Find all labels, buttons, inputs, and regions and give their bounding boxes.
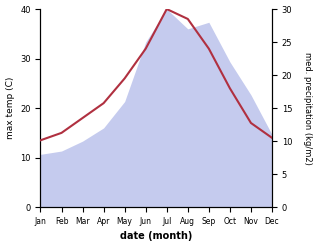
Y-axis label: med. precipitation (kg/m2): med. precipitation (kg/m2) — [303, 52, 313, 165]
X-axis label: date (month): date (month) — [120, 231, 192, 242]
Y-axis label: max temp (C): max temp (C) — [5, 77, 15, 139]
